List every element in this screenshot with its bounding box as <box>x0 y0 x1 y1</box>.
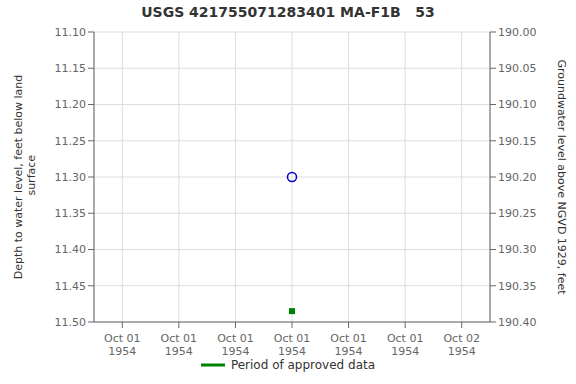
svg-text:190.30: 190.30 <box>498 243 537 256</box>
svg-text:Oct 011954: Oct 011954 <box>161 332 198 358</box>
svg-text:190.00: 190.00 <box>498 26 537 39</box>
svg-text:11.35: 11.35 <box>55 207 87 220</box>
svg-text:Oct 021954: Oct 021954 <box>443 332 480 358</box>
svg-text:11.15: 11.15 <box>55 62 87 75</box>
svg-text:190.15: 190.15 <box>498 135 537 148</box>
html-text:USGS 421755071283401 MA-F1B 53: USGS 421755071283401 MA-F1B 53 <box>141 4 435 20</box>
svg-text:11.30: 11.30 <box>55 171 87 184</box>
svg-text:Oct 011954: Oct 011954 <box>217 332 254 358</box>
svg-text:11.10: 11.10 <box>55 26 87 39</box>
svg-text:190.40: 190.40 <box>498 316 537 329</box>
svg-text:190.10: 190.10 <box>498 98 537 111</box>
svg-text:190.25: 190.25 <box>498 207 537 220</box>
svg-text:11.40: 11.40 <box>55 243 87 256</box>
svg-text:11.25: 11.25 <box>55 135 87 148</box>
html-text:Period of approved data: Period of approved data <box>230 358 376 372</box>
svg-text:Oct 011954: Oct 011954 <box>387 332 424 358</box>
svg-text:11.45: 11.45 <box>55 280 87 293</box>
svg-text:Depth to water level, feet bel: Depth to water level, feet below land su… <box>12 75 38 280</box>
svg-text:11.50: 11.50 <box>55 316 87 329</box>
svg-text:190.05: 190.05 <box>498 62 537 75</box>
svg-text:190.20: 190.20 <box>498 171 537 184</box>
svg-text:Groundwater level above NGVD 1: Groundwater level above NGVD 1929, feet <box>555 59 568 295</box>
svg-text:Oct 011954: Oct 011954 <box>330 332 367 358</box>
svg-text:Oct 011954: Oct 011954 <box>274 332 311 358</box>
svg-text:Oct 011954: Oct 011954 <box>104 332 141 358</box>
svg-text:11.20: 11.20 <box>55 98 87 111</box>
svg-text:190.35: 190.35 <box>498 280 537 293</box>
